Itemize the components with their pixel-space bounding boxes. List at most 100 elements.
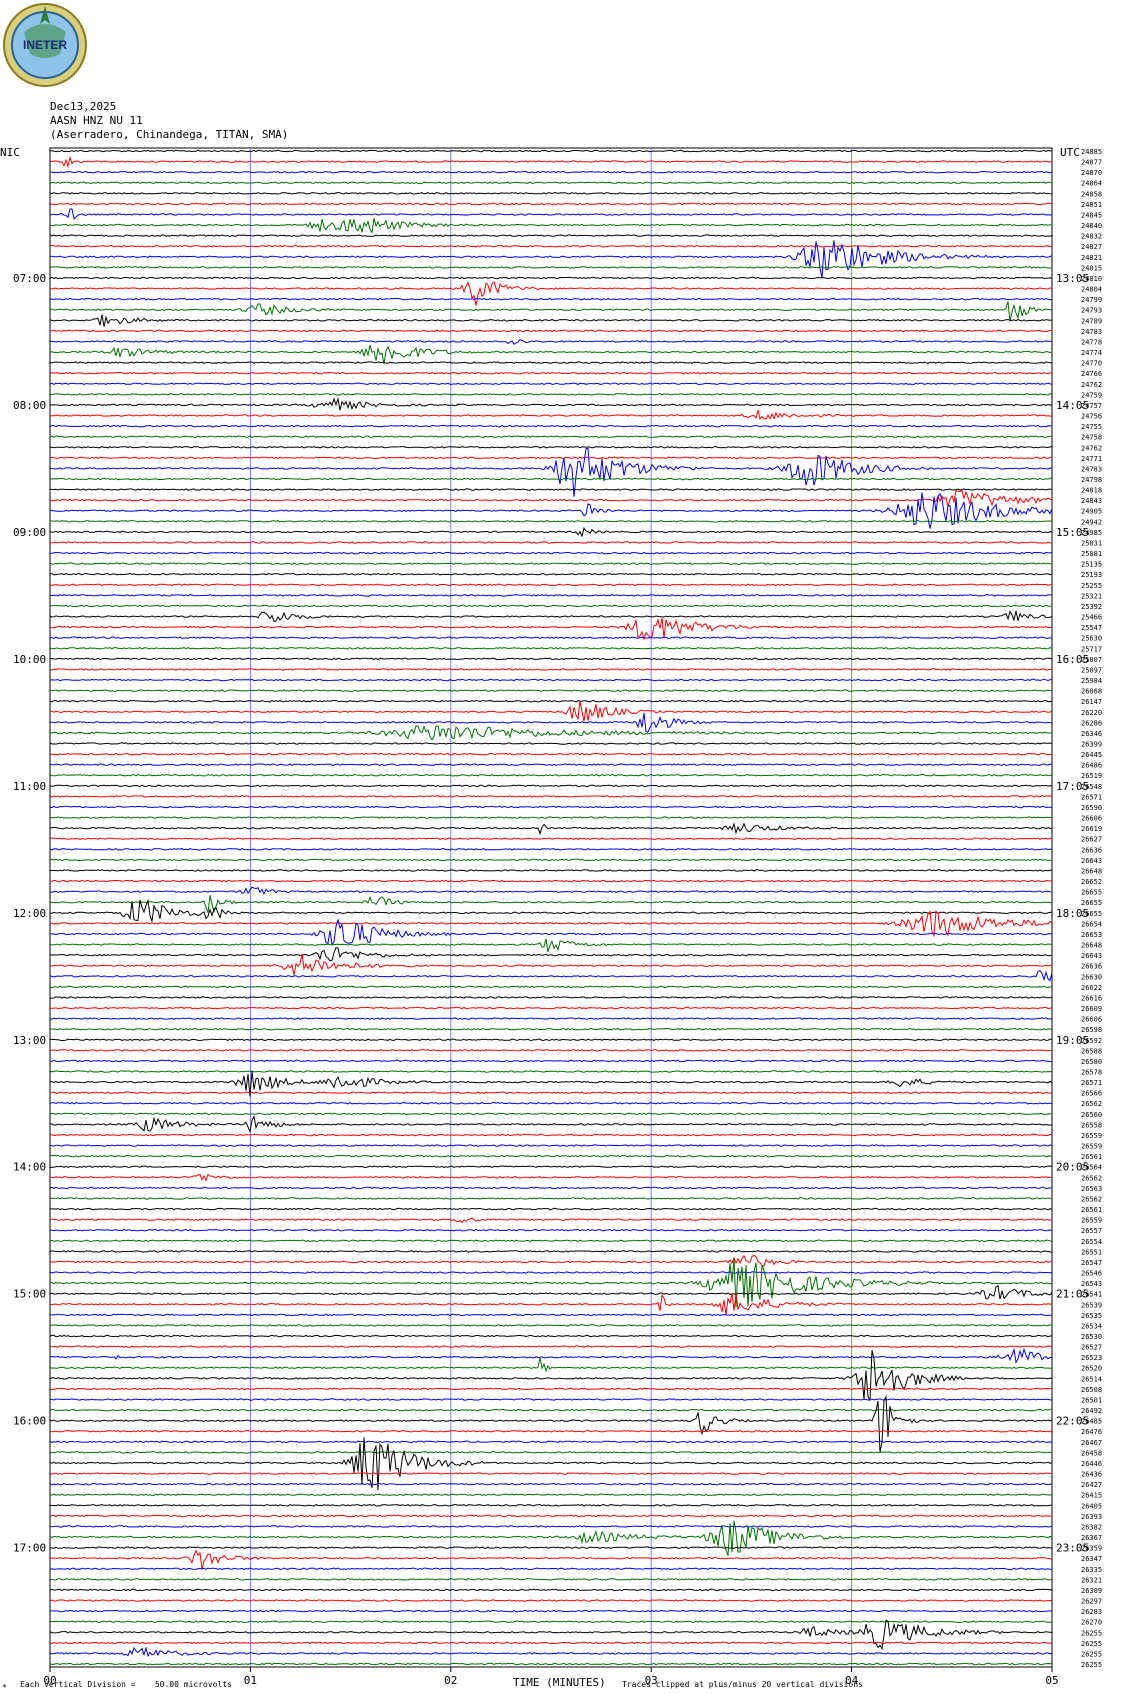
trace-offset-label: 26446 [1081, 1460, 1102, 1468]
trace-offset-label: 26546 [1081, 1270, 1102, 1278]
trace-offset-label: 24985 [1081, 529, 1102, 537]
seismic-trace [49, 1662, 1053, 1666]
trace-offset-label: 24818 [1081, 487, 1102, 495]
trace-offset-label: 26562 [1081, 1174, 1102, 1182]
trace-offset-label: 26648 [1081, 942, 1102, 950]
seismic-trace [49, 1429, 1053, 1433]
trace-offset-label: 26476 [1081, 1428, 1102, 1436]
trace-offset-label: 26592 [1081, 1037, 1102, 1045]
trace-offset-label: 26622 [1081, 984, 1102, 992]
trace-offset-label: 26523 [1081, 1354, 1102, 1362]
trace-offset-label: 26559 [1081, 1143, 1102, 1151]
trace-offset-label: 26578 [1081, 1068, 1102, 1076]
seismic-trace [49, 795, 1053, 798]
trace-offset-label: 25630 [1081, 635, 1102, 643]
trace-offset-label: 24885 [1081, 148, 1102, 156]
trace-offset-label: 26382 [1081, 1523, 1102, 1531]
x-tick-label: 05 [1045, 1674, 1058, 1687]
nic-hour-label: 07:00 [13, 272, 46, 285]
trace-offset-label: 26561 [1081, 1206, 1102, 1214]
trace-offset-label: 26557 [1081, 1227, 1102, 1235]
trace-offset-label: 26335 [1081, 1566, 1102, 1574]
seismic-trace [49, 909, 1053, 938]
seismic-trace [50, 244, 1053, 248]
seismic-trace [49, 1254, 1053, 1267]
seismic-trace [49, 1154, 1053, 1158]
x-tick-label: 02 [444, 1674, 457, 1687]
trace-offset-label: 26541 [1081, 1291, 1102, 1299]
seismic-trace [50, 1578, 1053, 1581]
seismic-trace [49, 477, 1052, 481]
seismic-trace [49, 985, 1053, 989]
trace-offset-label: 26562 [1081, 1100, 1102, 1108]
trace-offset-label: 24778 [1081, 338, 1102, 346]
trace-offset-label: 26539 [1081, 1301, 1102, 1309]
trace-offset-label: 26486 [1081, 762, 1102, 770]
trace-offset-label: 24757 [1081, 402, 1102, 410]
trace-offset-label: 25547 [1081, 624, 1102, 632]
trace-offset-label: 24905 [1081, 508, 1102, 516]
seismic-trace [49, 1440, 1053, 1444]
trace-offset-label: 26445 [1081, 751, 1102, 759]
trace-offset-label: 24774 [1081, 349, 1102, 357]
seismic-trace [49, 447, 1053, 497]
corner-mark: * [2, 1683, 7, 1692]
trace-offset-label: 26619 [1081, 825, 1102, 833]
seismic-trace [49, 1398, 1053, 1401]
seismic-trace [49, 1017, 1053, 1020]
seismic-trace [49, 969, 1053, 982]
seismic-trace [49, 1324, 1053, 1327]
seismic-trace [49, 435, 1053, 439]
trace-offset-label: 26588 [1081, 1047, 1102, 1055]
trace-offset-label: 26558 [1081, 1121, 1102, 1129]
seismic-trace [49, 314, 1053, 327]
trace-offset-label: 24770 [1081, 360, 1102, 368]
seismic-trace [49, 276, 1053, 280]
trace-offset-label: 26427 [1081, 1481, 1102, 1489]
seismic-trace [49, 1271, 1053, 1274]
trace-offset-label: 25984 [1081, 677, 1102, 685]
trace-offset-label: 26580 [1081, 1058, 1102, 1066]
trace-offset-label: 26309 [1081, 1587, 1102, 1595]
trace-offset-label: 26616 [1081, 994, 1102, 1002]
trace-offset-label: 24758 [1081, 434, 1102, 442]
seismic-trace [49, 1408, 1052, 1412]
seismic-trace [49, 938, 1053, 953]
seismic-trace [49, 837, 1053, 840]
trace-offset-label: 26606 [1081, 1016, 1102, 1024]
trace-offset-label: 26547 [1081, 1259, 1102, 1267]
seismic-trace [49, 752, 1053, 756]
utc-hour-label: 15:05 [1056, 526, 1089, 539]
nic-hour-label: 12:00 [13, 907, 46, 920]
seismic-trace [49, 208, 1053, 220]
trace-offset-label: 26415 [1081, 1492, 1102, 1500]
seismic-trace [49, 898, 1053, 922]
trace-offset-label: 25897 [1081, 666, 1102, 674]
seismic-trace [49, 1525, 1053, 1528]
trace-offset-label: 26367 [1081, 1534, 1102, 1542]
trace-offset-label: 24783 [1081, 328, 1102, 336]
nic-hour-label: 10:00 [13, 653, 46, 666]
seismic-trace [49, 1101, 1053, 1105]
trace-offset-label: 24783 [1081, 465, 1102, 473]
seismic-trace [49, 297, 1053, 301]
trace-offset-label: 24771 [1081, 455, 1102, 463]
logo-text: INETER [23, 38, 67, 52]
seismic-trace [49, 1472, 1053, 1475]
trace-offset-label: 24843 [1081, 497, 1102, 505]
seismic-trace [49, 773, 1053, 777]
seismic-trace [49, 520, 1053, 523]
ineter-logo: INETER [2, 2, 88, 88]
seismic-trace [49, 1599, 1053, 1602]
seismic-trace [49, 551, 1053, 555]
trace-offset-label: 24851 [1081, 201, 1102, 209]
seismic-trace [49, 1133, 1053, 1137]
trace-offset-label: 26519 [1081, 772, 1102, 780]
trace-offset-label: 26543 [1081, 1280, 1102, 1288]
trace-offset-label: 26559 [1081, 1217, 1102, 1225]
seismic-trace [49, 1567, 1053, 1571]
seismic-trace [49, 562, 1053, 565]
seismic-trace [49, 1114, 1053, 1134]
seismic-trace [49, 1619, 1053, 1651]
trace-offset-label: 26297 [1081, 1598, 1102, 1606]
